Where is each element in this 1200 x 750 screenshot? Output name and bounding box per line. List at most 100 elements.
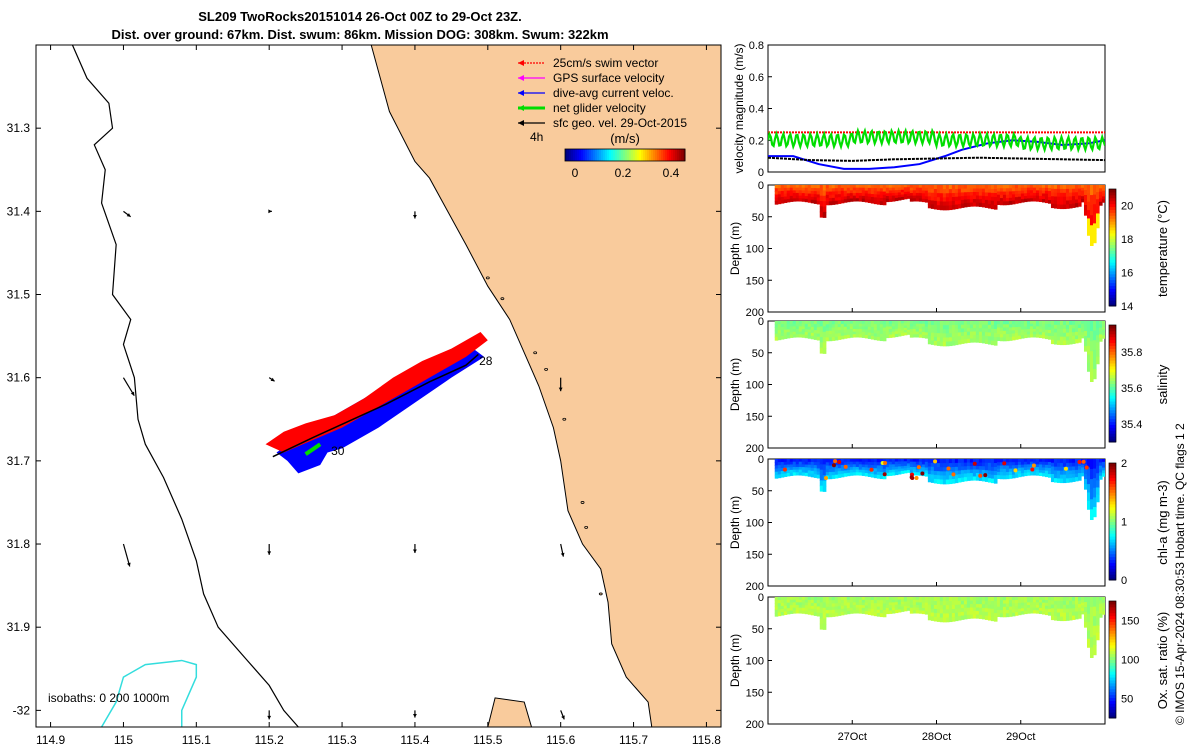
colorbar-tick-label-0: 0 xyxy=(572,166,579,180)
chla-section: 0 50 100 150 200 Depth (m) 0 1 2 chl-a (mg m-3) xyxy=(728,454,1170,593)
map-xtick-label-3: 115.2 xyxy=(255,733,284,747)
chla-section-ctick-label-1: 1 xyxy=(1121,517,1127,529)
oxygen-section-ctick-label-2: 150 xyxy=(1121,616,1139,628)
map-plot-area: 28 30 xyxy=(71,45,721,727)
map-ytick-label-0: 31.3 xyxy=(7,121,31,135)
legend-arrowhead-swim xyxy=(518,60,524,66)
chla-dot-26 xyxy=(1002,461,1007,466)
geo-arrow-10 xyxy=(267,710,272,720)
track-day-label-1: 30 xyxy=(331,444,345,458)
temperature-section-ytick-label-1: 50 xyxy=(752,212,764,224)
map-panel: 28 30 114.9 115 115.1 115.2 115.3 115.4 115.5 115… xyxy=(7,44,722,747)
chla-dot-6 xyxy=(1031,463,1036,468)
salinity-section-ylabel: Depth (m) xyxy=(728,358,742,411)
map-frame xyxy=(35,44,722,728)
salinity-section: 0 50 100 150 200 Depth (m) 35.4 35.6 35.8 salinit… xyxy=(728,316,1170,455)
chla-dot-17 xyxy=(983,473,988,478)
chla-dot-22 xyxy=(782,467,787,472)
isobath-200m xyxy=(100,659,198,727)
velocity-plot-area xyxy=(768,126,1105,170)
map-ytick-label-3: 31.6 xyxy=(7,371,31,385)
oxygen-section-ytick-label-4: 200 xyxy=(746,719,764,731)
chla-dot-25 xyxy=(1081,459,1086,464)
legend-label-swim: 25cm/s swim vector xyxy=(553,56,658,70)
chla-section-ctick-label-0: 0 xyxy=(1121,575,1127,587)
chla-dot-7 xyxy=(837,460,842,465)
map-ytick-label-7: -32 xyxy=(13,703,31,717)
salinity-section-plot-area xyxy=(774,321,1105,382)
chla-dot-21 xyxy=(933,459,938,464)
salinity-section-clabel: salinity xyxy=(1155,364,1170,404)
salinity-section-ctick-label-2: 35.8 xyxy=(1121,347,1142,359)
section-xtick-label-1: 28Oct xyxy=(922,731,951,743)
map-xtick-label-5: 115.4 xyxy=(400,733,429,747)
chla-section-ytick-label-3: 150 xyxy=(746,549,764,561)
chla-dot-1 xyxy=(972,461,977,466)
oxygen-section-colorbar: 50 100 150 xyxy=(1108,600,1139,719)
velocity-frame xyxy=(767,44,1106,173)
legend-label-dive_avg: dive-avg current veloc. xyxy=(553,86,674,100)
geo-arrow-2 xyxy=(413,211,417,219)
chla-dot-4 xyxy=(946,466,951,471)
chla-section-ctick-label-2: 2 xyxy=(1121,458,1127,470)
rock-0 xyxy=(485,276,490,280)
section-xtick-label-2: 29Oct xyxy=(1006,731,1035,743)
chla-dot-19 xyxy=(824,475,829,480)
vel-ytick-label-3: 0.6 xyxy=(749,72,764,84)
swim-vector-swath xyxy=(265,331,488,453)
salinity-section-ctick-label-0: 35.4 xyxy=(1121,419,1142,431)
colorbar-tick-label-2: 0.4 xyxy=(663,166,680,180)
oxygen-section-colorbar-frame xyxy=(1108,600,1117,719)
geo-arrow-11 xyxy=(413,710,417,718)
chla-section-ytick-label-0: 0 xyxy=(758,454,764,466)
map-xtick-label-0: 114.9 xyxy=(36,733,65,747)
map-xtick-label-6: 115.5 xyxy=(473,733,502,747)
legend-label-net: net glider velocity xyxy=(553,101,646,115)
salinity-section-ytick-label-2: 100 xyxy=(746,380,764,392)
isobaths-label: isobaths: 0 200 1000m xyxy=(48,691,169,705)
net-velocity-mark xyxy=(304,442,322,456)
map-xtick-label-2: 115.1 xyxy=(182,733,211,747)
legend-arrowhead-geo xyxy=(518,120,524,126)
geo-arrow-8 xyxy=(413,544,417,554)
chla-dot-23 xyxy=(831,463,836,468)
velocity-ylabel: velocity magnitude (m/s) xyxy=(732,43,746,173)
map-ytick-label-2: 31.5 xyxy=(7,288,31,302)
geo-arrow-7 xyxy=(267,544,272,555)
chla-dot-15 xyxy=(1013,468,1018,473)
geo-arrow-12 xyxy=(560,710,565,720)
chla-dot-13 xyxy=(978,473,983,478)
temperature-section-ytick-label-4: 200 xyxy=(746,307,764,319)
title-line-2: Dist. over ground: 67km. Dist. swum: 86k… xyxy=(111,27,609,42)
chla-dot-28 xyxy=(909,475,914,480)
chla-dot-20 xyxy=(883,461,888,466)
oxygen-section-ytick-label-0: 0 xyxy=(758,592,764,604)
chla-dot-3 xyxy=(882,472,887,477)
legend-arrowhead-net xyxy=(518,105,524,111)
vel-ytick-label-4: 0.8 xyxy=(749,40,764,52)
chla-dot-12 xyxy=(914,475,919,480)
geo-arrow-5 xyxy=(558,377,563,392)
salinity-section-colorbar: 35.4 35.6 35.8 xyxy=(1108,324,1142,443)
figure-header: SL209 TwoRocks20151014 26-Oct 00Z to 29-… xyxy=(0,8,720,44)
colorbar-tick-label-1: 0.2 xyxy=(615,166,632,180)
temperature-section-plot-area xyxy=(774,185,1105,246)
chla-section-clabel: chl-a (mg m-3) xyxy=(1155,480,1170,565)
copyright-text: © IMOS 15-Apr-2024 08:30:53 Hobart time.… xyxy=(1173,423,1187,725)
title-line-1: SL209 TwoRocks20151014 26-Oct 00Z to 29-… xyxy=(198,9,522,24)
chla-dot-10 xyxy=(916,465,921,470)
chla-dot-9 xyxy=(1030,467,1035,472)
salinity-section-ytick-label-4: 200 xyxy=(746,443,764,455)
chla-section-ytick-label-2: 100 xyxy=(746,518,764,530)
chla-dot-5 xyxy=(1077,459,1082,464)
chla-section-colorbar-frame xyxy=(1108,462,1117,581)
geo-arrow-6 xyxy=(122,543,131,567)
vel-ytick-label-1: 0.2 xyxy=(749,135,764,147)
map-ytick-label-6: 31.9 xyxy=(7,620,31,634)
chla-dot-27 xyxy=(869,467,874,472)
chla-dot-16 xyxy=(951,472,956,477)
island-area xyxy=(487,697,533,727)
